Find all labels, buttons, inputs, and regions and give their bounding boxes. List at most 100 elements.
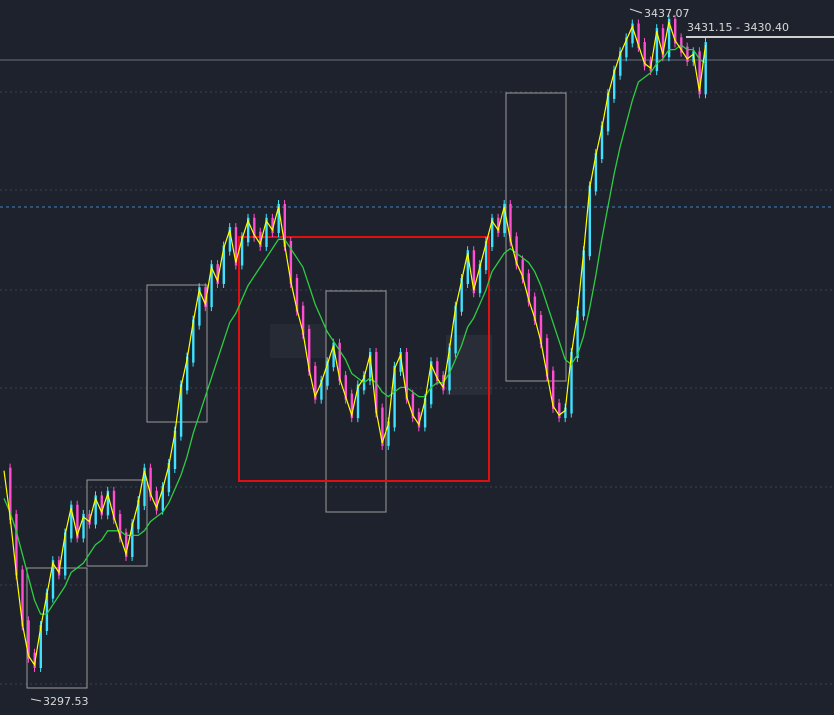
candle-body bbox=[338, 342, 341, 382]
range-box bbox=[146, 284, 208, 423]
range-box bbox=[86, 479, 148, 567]
candle-body bbox=[509, 203, 512, 243]
candle-body bbox=[161, 486, 164, 511]
candle-body bbox=[350, 393, 354, 419]
grid-lines bbox=[0, 36, 834, 685]
candle-body bbox=[613, 69, 616, 99]
candle-body bbox=[131, 523, 134, 557]
candle-body bbox=[222, 245, 225, 284]
low-label-pointer bbox=[30, 698, 42, 702]
candle-body bbox=[82, 513, 85, 539]
candle-body bbox=[234, 227, 238, 266]
candle-body bbox=[637, 23, 640, 49]
range-box bbox=[325, 290, 387, 513]
candle-body bbox=[167, 463, 171, 493]
candle-body bbox=[125, 532, 128, 557]
candle-body bbox=[314, 365, 317, 400]
candle-body bbox=[51, 560, 55, 599]
candle-body bbox=[301, 305, 305, 335]
candle-body bbox=[497, 217, 500, 234]
candle-body bbox=[454, 305, 457, 354]
candle-body bbox=[283, 203, 286, 247]
candle-body bbox=[655, 28, 659, 72]
range-box bbox=[26, 567, 88, 689]
candle-body bbox=[552, 370, 555, 409]
candle-body bbox=[228, 227, 232, 252]
candle-body bbox=[491, 217, 494, 247]
candle-body bbox=[253, 217, 256, 238]
candle-body bbox=[484, 240, 488, 271]
candle-body bbox=[393, 365, 396, 428]
candles bbox=[9, 14, 707, 672]
candle-body bbox=[619, 51, 622, 76]
candle-body bbox=[356, 384, 360, 419]
candle-body bbox=[320, 379, 323, 400]
candle-body bbox=[436, 361, 439, 382]
candle-body bbox=[216, 264, 219, 284]
candle-body bbox=[631, 23, 634, 44]
candle-body bbox=[198, 287, 201, 326]
high-label-pointer bbox=[629, 8, 643, 14]
low-price-label: 3297.53 bbox=[43, 695, 89, 708]
candle-body bbox=[582, 250, 585, 317]
candle-body bbox=[100, 495, 103, 516]
candle-body bbox=[503, 203, 506, 234]
range-boxes bbox=[26, 92, 567, 689]
candle-body bbox=[137, 500, 140, 530]
high-price-label: 3437.07 bbox=[644, 7, 690, 20]
candle-body bbox=[698, 51, 701, 95]
candle-body bbox=[460, 277, 463, 312]
candle-body bbox=[344, 375, 347, 400]
candle-body bbox=[271, 217, 274, 234]
candle-body bbox=[149, 467, 152, 497]
highlight-box bbox=[238, 236, 490, 482]
candle-body bbox=[186, 356, 189, 391]
candle-body bbox=[411, 393, 415, 419]
candle-body bbox=[27, 620, 30, 659]
candle-body bbox=[674, 18, 677, 44]
candle-body bbox=[643, 42, 646, 67]
candle-body bbox=[204, 287, 207, 308]
candle-body bbox=[625, 37, 628, 58]
candle-body bbox=[106, 490, 110, 516]
candle-body bbox=[667, 18, 671, 58]
candle-body bbox=[661, 28, 665, 58]
candle-body bbox=[381, 407, 384, 446]
candle-body bbox=[606, 92, 610, 132]
candle-body bbox=[594, 153, 598, 192]
candle-body bbox=[277, 203, 280, 234]
candle-body bbox=[240, 236, 244, 266]
candle-body bbox=[527, 273, 530, 303]
candle-body bbox=[265, 217, 268, 247]
candle-body bbox=[430, 361, 433, 405]
candle-body bbox=[576, 310, 579, 358]
candle-body bbox=[70, 504, 73, 539]
candle-body bbox=[94, 495, 97, 525]
shaded-zone bbox=[270, 324, 326, 358]
candle-body bbox=[9, 467, 12, 520]
candle-body bbox=[308, 328, 311, 372]
candle-body bbox=[558, 402, 561, 419]
candle-body bbox=[423, 398, 427, 428]
candle-body bbox=[515, 236, 518, 266]
candle-body bbox=[405, 352, 408, 400]
price-labels: 3437.07 3297.53 3431.15 - 3430.40 bbox=[30, 7, 789, 708]
candle-body bbox=[21, 569, 24, 627]
candle-body bbox=[289, 240, 293, 284]
candle-body bbox=[588, 185, 591, 257]
ma-line bbox=[3, 44, 706, 615]
candle-body bbox=[387, 421, 390, 446]
candle-body bbox=[155, 490, 158, 511]
candle-body bbox=[539, 314, 543, 345]
candle-body bbox=[112, 490, 116, 520]
series-lines bbox=[3, 21, 707, 667]
current-price-label: 3431.15 - 3430.40 bbox=[687, 21, 789, 34]
candle-body bbox=[64, 532, 67, 576]
candle-body bbox=[247, 217, 250, 243]
candle-body bbox=[686, 46, 689, 62]
candle-body bbox=[704, 42, 707, 95]
range-box bbox=[505, 92, 567, 382]
candle-body bbox=[545, 338, 549, 377]
candle-body bbox=[143, 467, 146, 507]
